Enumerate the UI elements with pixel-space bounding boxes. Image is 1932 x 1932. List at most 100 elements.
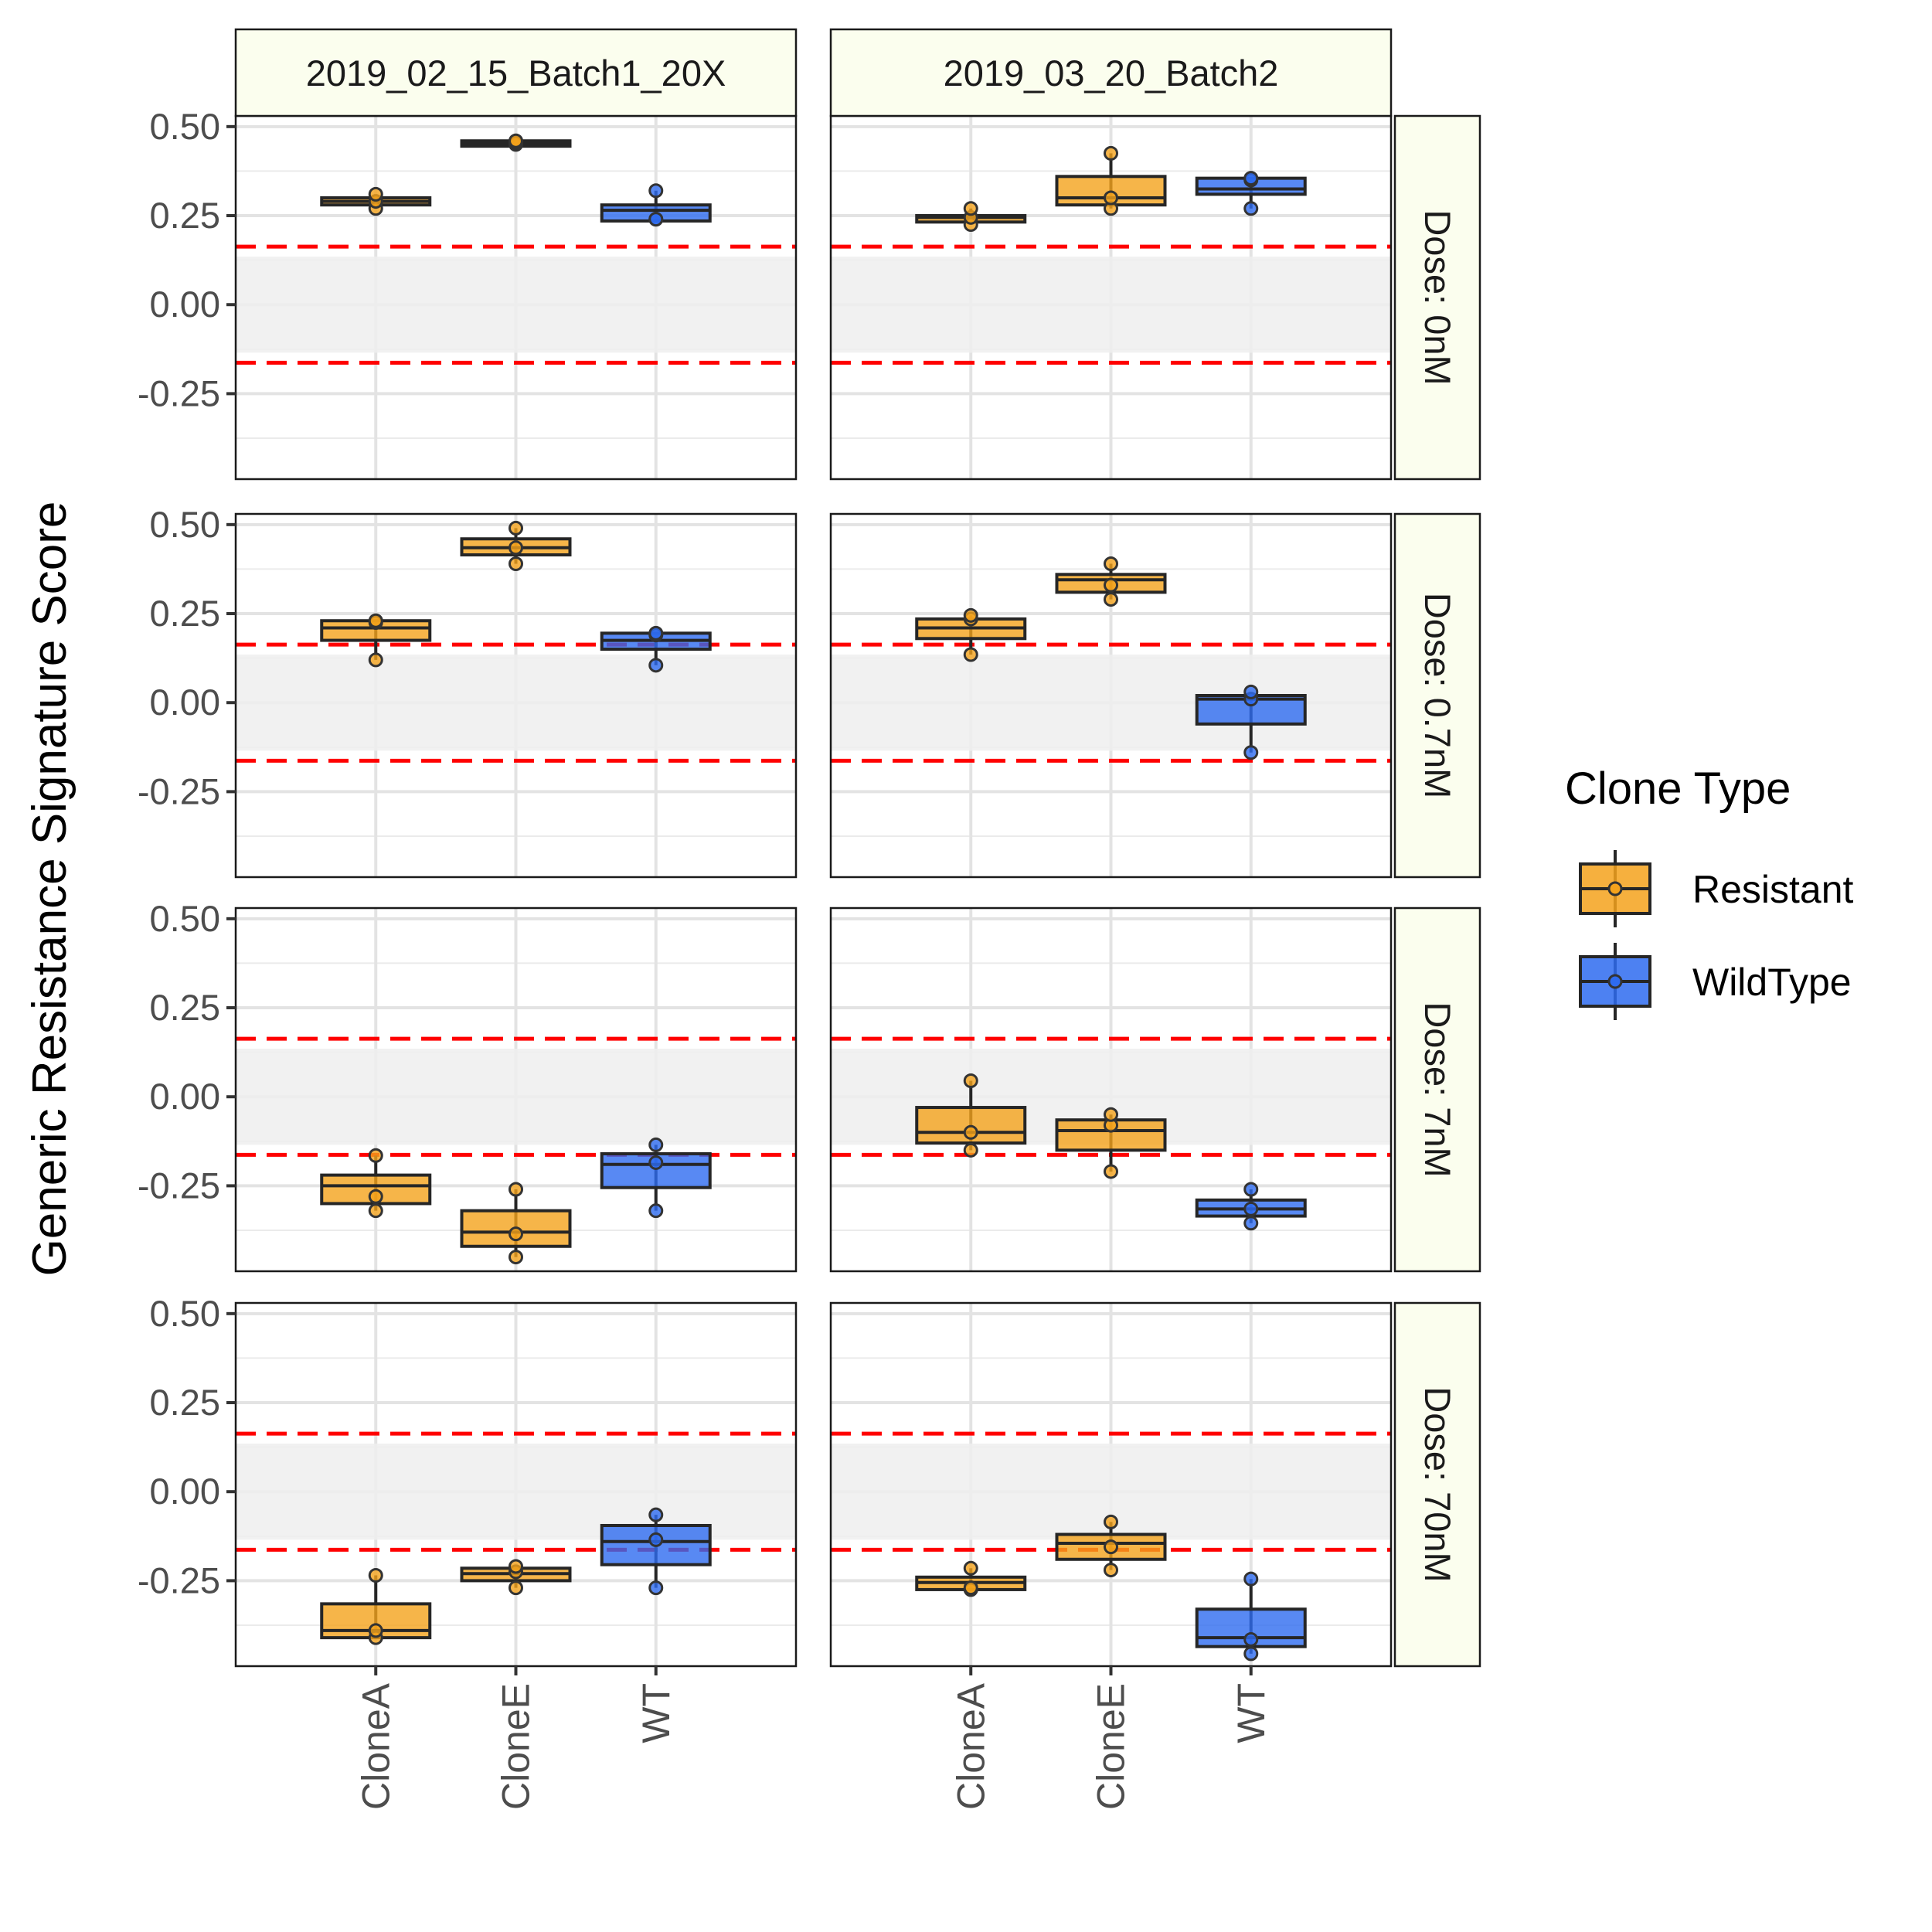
x-tick-label: CloneE xyxy=(495,1683,538,1810)
data-point xyxy=(648,1532,664,1547)
box-clonea xyxy=(320,1568,432,1645)
facet-row-strip xyxy=(1393,114,1481,481)
data-point xyxy=(509,1559,523,1574)
y-tick-label: 0.25 xyxy=(150,593,220,634)
box-clonee xyxy=(1055,1107,1167,1179)
y-tick-label: 0.50 xyxy=(150,504,220,545)
box-clonea xyxy=(915,1073,1027,1158)
data-point xyxy=(1243,171,1259,186)
legend-point xyxy=(1607,974,1623,989)
data-point xyxy=(648,658,664,673)
data-point xyxy=(509,1182,523,1197)
data-point xyxy=(648,212,664,227)
box-clonee xyxy=(1055,145,1167,216)
data-point xyxy=(509,556,523,572)
data-point xyxy=(648,625,664,641)
data-point xyxy=(963,1142,978,1158)
box-clonee xyxy=(1055,1514,1167,1578)
y-tick-label: 0.00 xyxy=(150,1076,220,1117)
legend-item-wildtype: WildType xyxy=(1579,943,1852,1020)
box-clonea xyxy=(915,201,1027,233)
data-point xyxy=(1104,1514,1118,1529)
y-tick-label: -0.25 xyxy=(138,1165,220,1206)
y-tick-label: -0.25 xyxy=(138,1560,220,1600)
data-point xyxy=(1104,556,1118,572)
panel-border xyxy=(234,906,798,1273)
box-clonee xyxy=(460,520,572,572)
threshold-band xyxy=(236,1444,796,1540)
y-axis-title: Generic Resistance Signature Score xyxy=(23,502,77,1277)
data-point xyxy=(1243,1216,1259,1231)
box-wt xyxy=(1195,171,1307,216)
data-point xyxy=(1243,684,1259,699)
facet-column-label: 2019_03_20_Batch2 xyxy=(944,53,1279,94)
y-tick-label: 0.50 xyxy=(150,106,220,147)
data-point xyxy=(509,1250,523,1265)
data-point xyxy=(963,607,978,623)
legend: Clone Type Resistant WildType xyxy=(1565,764,1854,1020)
data-point xyxy=(1243,201,1259,216)
legend-items: Resistant WildType xyxy=(1579,850,1854,1020)
data-point xyxy=(1104,1164,1118,1179)
data-point xyxy=(509,1580,523,1596)
data-point xyxy=(963,647,978,662)
data-point xyxy=(1104,190,1118,206)
legend-label: WildType xyxy=(1692,961,1852,1004)
data-point xyxy=(1243,1182,1259,1197)
data-point xyxy=(648,1580,664,1596)
data-point xyxy=(1243,1631,1259,1647)
threshold-band xyxy=(831,257,1391,353)
threshold-band xyxy=(236,1049,796,1145)
y-tick-label: 0.50 xyxy=(150,1293,220,1334)
data-point xyxy=(1104,1539,1118,1555)
data-point xyxy=(368,1189,383,1204)
data-point xyxy=(1104,1107,1118,1122)
box-clonee xyxy=(460,1182,572,1265)
data-point xyxy=(963,1580,978,1596)
data-point xyxy=(368,1623,383,1638)
data-point xyxy=(648,1155,664,1170)
threshold-band xyxy=(831,655,1391,751)
x-tick-label: CloneA xyxy=(949,1682,992,1810)
y-tick-label: -0.25 xyxy=(138,770,220,811)
data-point xyxy=(368,1203,383,1219)
data-point xyxy=(368,1148,383,1163)
data-point xyxy=(963,1073,978,1088)
facet-row-strip xyxy=(1393,512,1481,879)
strip-layer: 2019_02_15_Batch1_20X 2019_03_20_Batch2 Do… xyxy=(234,28,1481,1668)
y-tick-label: 0.00 xyxy=(150,682,220,723)
y-tick-label: 0.50 xyxy=(150,898,220,939)
data-point xyxy=(963,1560,978,1576)
axis-layer: 0.50 0.25 0.00 -0.25 0.50 0.25 0.00 -0.25 0.50 0.… xyxy=(138,106,1273,1810)
box-clonea xyxy=(320,186,432,216)
data-point xyxy=(648,1203,664,1219)
facet-row-strip xyxy=(1393,1301,1481,1668)
y-tick-label: 0.25 xyxy=(150,1382,220,1423)
data-point xyxy=(1104,592,1118,607)
data-point xyxy=(509,540,523,556)
data-point xyxy=(368,613,383,628)
facet-row-label: Dose: 70nM xyxy=(1417,1386,1458,1582)
facet-column-strip xyxy=(829,28,1393,117)
facet-row-strip xyxy=(1393,906,1481,1273)
box-body xyxy=(1055,1532,1167,1561)
facet-row-label: Dose: 0.7nM xyxy=(1417,593,1458,798)
data-point xyxy=(648,183,664,199)
data-point xyxy=(963,201,978,216)
data-point xyxy=(509,520,523,536)
x-tick-label: WT xyxy=(1230,1683,1273,1743)
facet-column-strip xyxy=(234,28,798,117)
box-clonee xyxy=(1055,556,1167,607)
box-clonea xyxy=(320,613,432,668)
data-point xyxy=(368,1568,383,1583)
data-point xyxy=(1104,1563,1118,1578)
y-tick-label: 0.00 xyxy=(150,284,220,325)
panel-border xyxy=(829,906,1393,1273)
box-clonea xyxy=(915,1560,1027,1597)
data-point xyxy=(509,133,523,148)
data-point xyxy=(368,652,383,668)
facet-column-label: 2019_02_15_Batch1_20X xyxy=(306,53,726,94)
panel-border xyxy=(829,512,1393,879)
y-tick-label: -0.25 xyxy=(138,372,220,413)
